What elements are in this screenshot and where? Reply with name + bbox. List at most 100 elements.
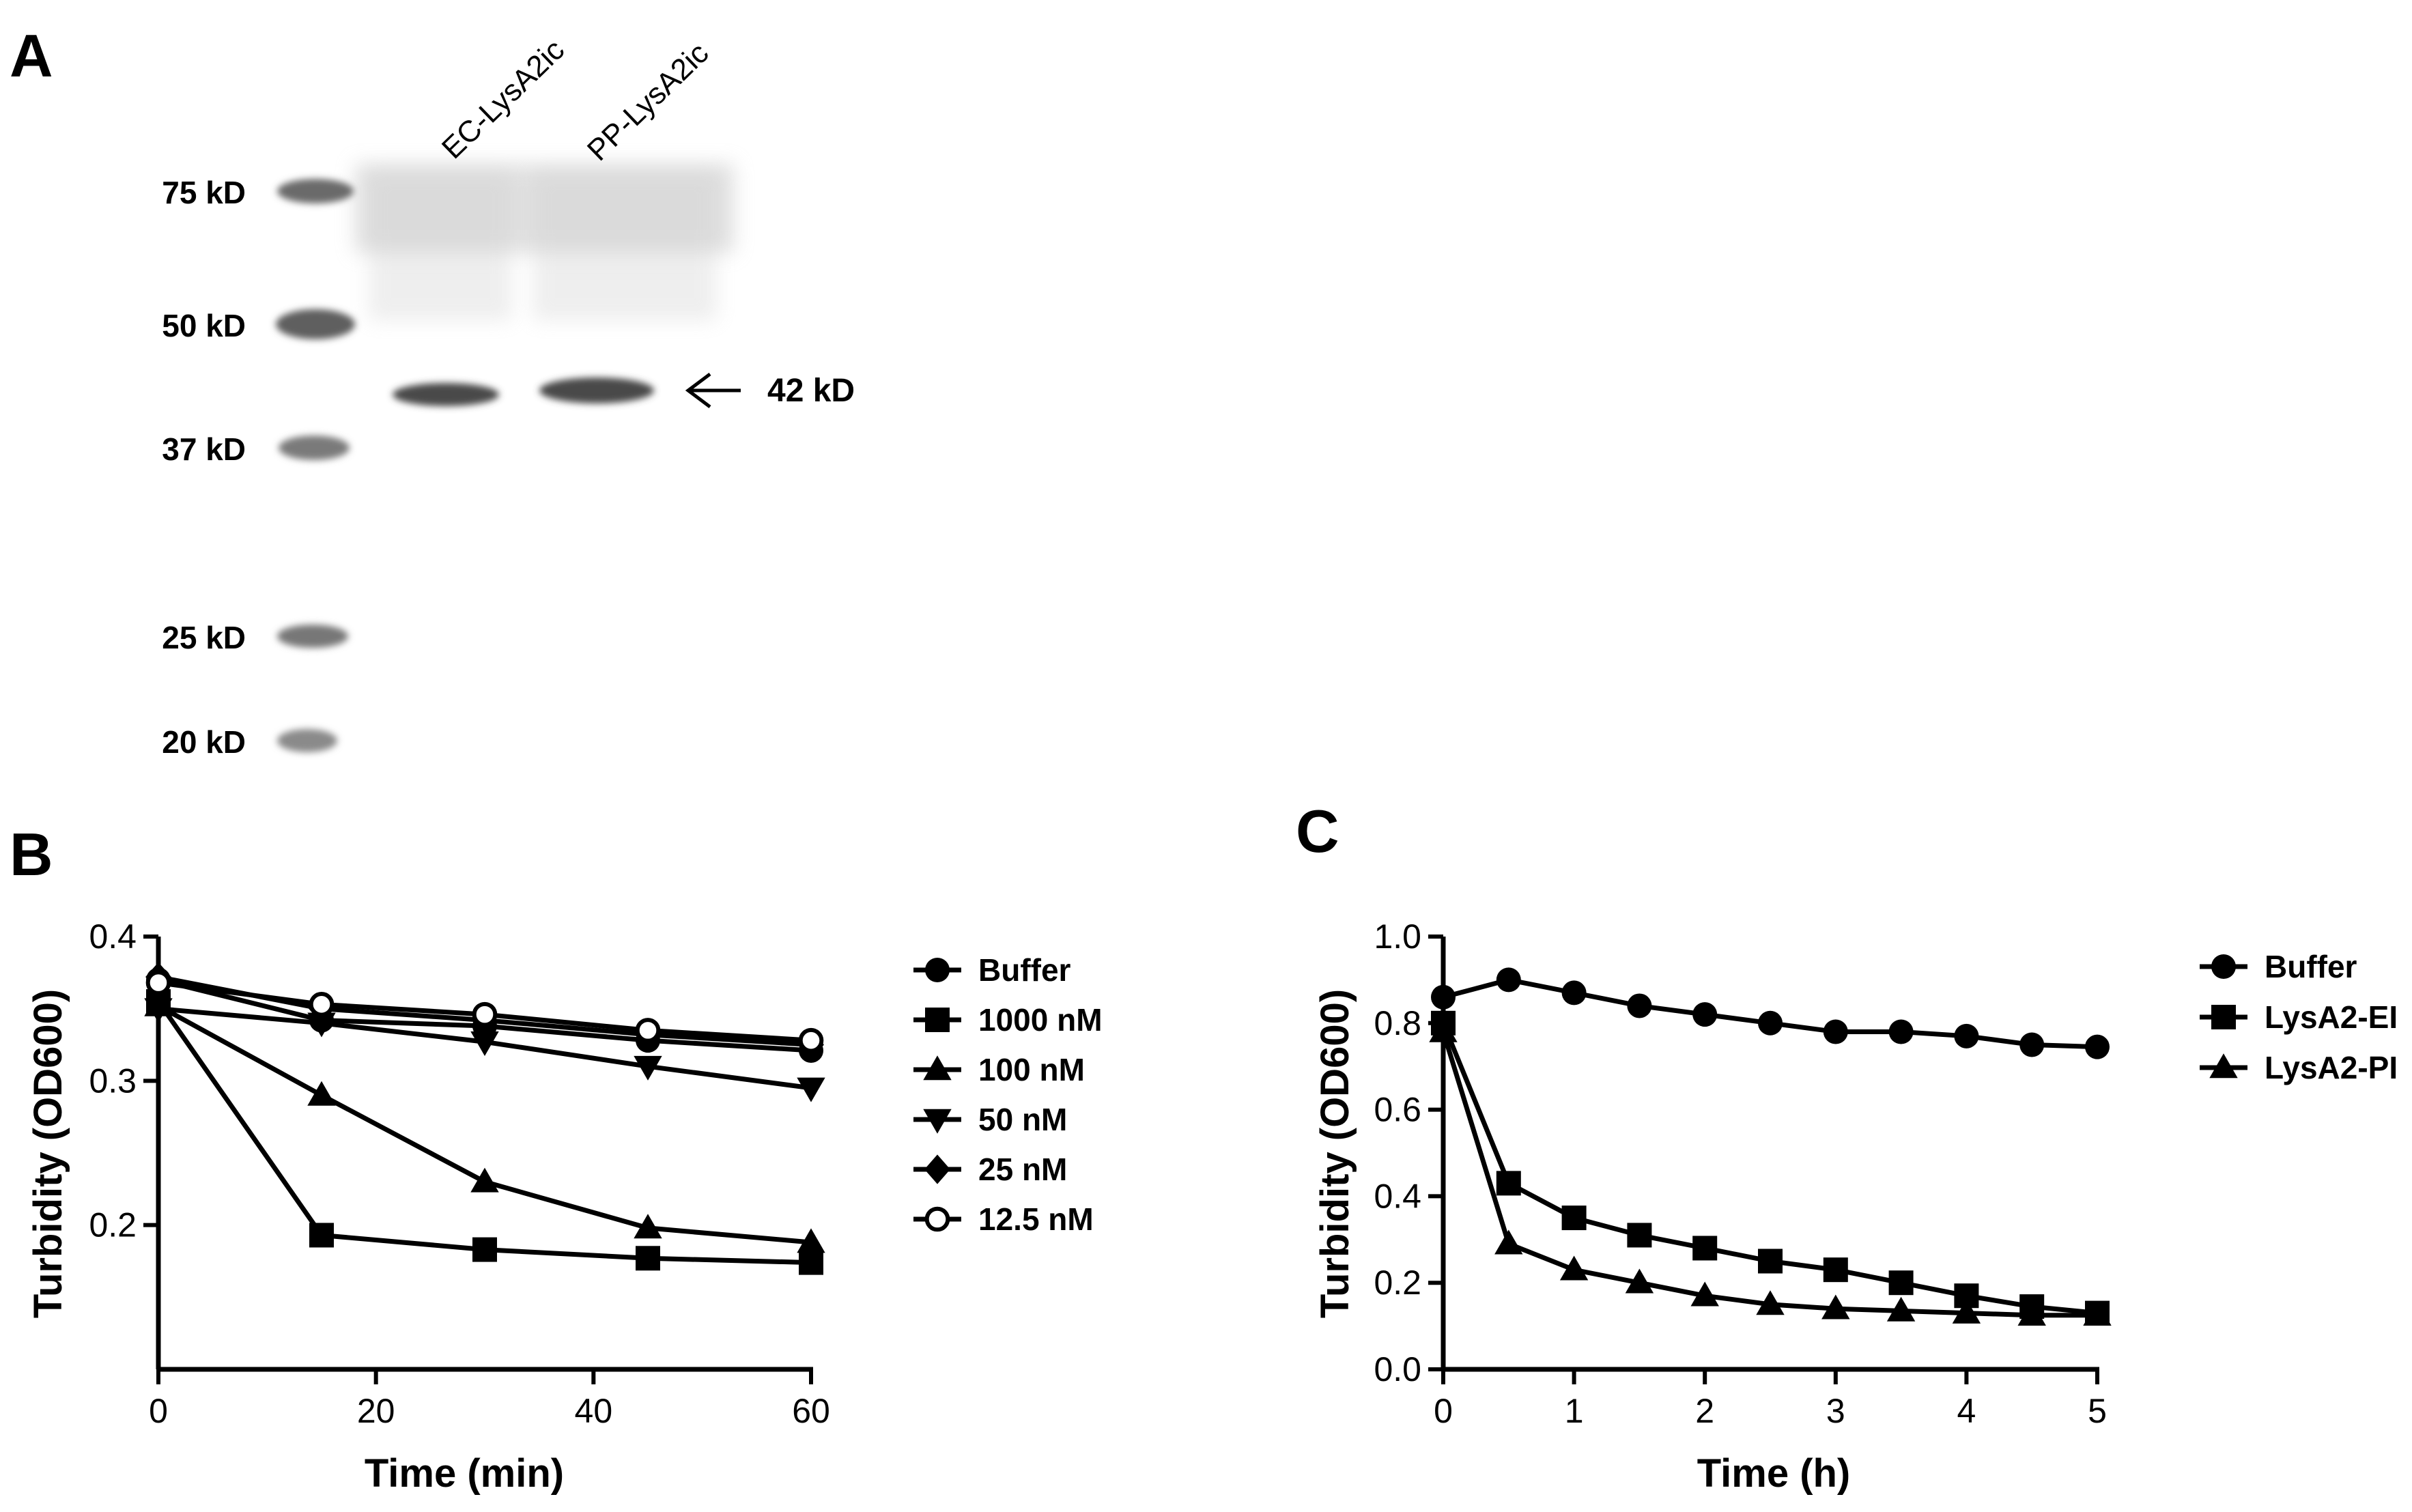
panel-b-x-axis-title: Time (min)	[365, 1451, 564, 1496]
c-legend-label: Buffer	[2265, 949, 2357, 984]
ladder-band-75	[277, 179, 354, 203]
panel-c-axes	[1428, 935, 2099, 1384]
b-legend-label: 100 nM	[978, 1052, 1085, 1087]
c-point-lysa2-ei	[1823, 1257, 1848, 1283]
c-point-lysa2-pi	[2017, 1301, 2046, 1326]
c-point-lysa2-pi	[1494, 1229, 1523, 1255]
marker-label-20: 20 kD	[162, 724, 246, 760]
c-y-tick-label: 0.8	[1374, 1004, 1421, 1042]
b-series-50-nm	[144, 998, 825, 1102]
panel-b: B 0 20 40 60 0.2 0.3 0.4 Time (min) Turbidity …	[10, 821, 1103, 1496]
b-point-1000-nm	[799, 1250, 823, 1275]
marker-label-50: 50 kD	[162, 308, 246, 343]
b-x-tick-label: 40	[575, 1392, 613, 1430]
lane-label-pp: PP-LysA2ic	[581, 36, 715, 167]
c-series-buffer	[1431, 967, 2110, 1059]
arrow-icon	[685, 373, 741, 408]
c-point-buffer	[2085, 1034, 2110, 1059]
b-legend-item: 25 nM	[913, 1152, 1067, 1187]
c-legend-item: Buffer	[2200, 949, 2357, 984]
c-point-lysa2-ei	[1496, 1171, 1521, 1196]
ladder-band-20	[277, 729, 337, 752]
c-x-tick-label: 3	[1826, 1392, 1845, 1430]
lane-label-ec: EC-LysA2ic	[436, 33, 571, 165]
b-legend-marker	[923, 1109, 952, 1134]
b-point-1000-nm	[472, 1237, 497, 1262]
c-point-buffer	[1692, 1002, 1718, 1027]
panel-b-tick-labels: 0 20 40 60 0.2 0.3 0.4	[89, 917, 829, 1430]
b-legend-item: Buffer	[913, 952, 1071, 988]
c-point-lysa2-pi	[1886, 1296, 1916, 1322]
panel-b-letter: B	[10, 821, 53, 888]
b-x-tick-label: 60	[792, 1392, 830, 1430]
band-ec-lysa2ic	[393, 383, 499, 406]
c-point-buffer	[1888, 1019, 1914, 1044]
b-point-50-nm	[470, 1031, 499, 1056]
panel-b-legend: Buffer 1000 nM 100 nM 50 nM 25 nM 12.5 nM	[913, 952, 1103, 1237]
b-point-100-nm	[307, 1081, 336, 1106]
b-point-50-nm	[144, 998, 173, 1023]
b-series-12-5-nm	[145, 970, 824, 1053]
panel-a: A 75 kD 50 kD 37 kD 25 kD 20 kD EC-LysA2…	[10, 22, 855, 760]
b-legend-item: 100 nM	[913, 1052, 1085, 1087]
c-legend-item: LysA2-EI	[2200, 999, 2398, 1035]
c-point-lysa2-pi	[1690, 1281, 1719, 1307]
c-series-lysa2-ei	[1431, 1010, 2110, 1326]
band-size-label: 42 kD	[767, 373, 855, 409]
b-legend-marker	[923, 1055, 952, 1081]
c-point-buffer	[1431, 984, 1456, 1010]
c-point-lysa2-ei	[1758, 1249, 1783, 1274]
b-point-1000-nm	[636, 1246, 660, 1271]
c-y-tick-label: 0.0	[1374, 1350, 1421, 1388]
ladder-band-50	[276, 309, 355, 339]
panel-b-axes	[143, 935, 813, 1384]
c-legend-marker	[2211, 1005, 2236, 1029]
c-point-lysa2-pi	[1952, 1298, 1981, 1324]
b-point-12-5-nm	[472, 1001, 498, 1027]
b-point-1000-nm	[309, 1223, 334, 1248]
c-y-tick-label: 0.2	[1374, 1264, 1421, 1302]
c-legend-label: LysA2-EI	[2265, 999, 2398, 1035]
panel-c-legend: Buffer LysA2-EI LysA2-PI	[2200, 949, 2398, 1085]
gel-background	[355, 164, 734, 321]
b-legend-label: 25 nM	[978, 1152, 1067, 1187]
c-point-lysa2-pi	[1625, 1268, 1654, 1294]
c-series-lysa2-pi	[1429, 1017, 2112, 1326]
c-point-buffer	[1954, 1023, 1979, 1049]
c-x-tick-label: 4	[1957, 1392, 1976, 1430]
c-x-tick-label: 1	[1565, 1392, 1584, 1430]
b-legend-marker	[924, 1154, 950, 1184]
b-point-100-nm	[797, 1228, 825, 1253]
panel-c-series	[1429, 967, 2112, 1326]
panel-c-x-axis-title: Time (h)	[1697, 1451, 1851, 1496]
c-point-buffer	[1561, 980, 1587, 1005]
panel-b-series	[144, 962, 825, 1275]
panel-a-letter: A	[10, 22, 53, 89]
c-point-lysa2-pi	[2083, 1301, 2112, 1326]
b-legend-marker	[925, 1008, 950, 1032]
b-point-50-nm	[307, 1012, 336, 1038]
b-legend-item: 50 nM	[913, 1102, 1067, 1137]
panel-c-letter: C	[1296, 797, 1339, 865]
ladder-band-25	[277, 625, 348, 648]
b-legend-marker	[924, 1206, 950, 1232]
c-legend-label: LysA2-PI	[2265, 1050, 2398, 1085]
c-point-lysa2-pi	[1756, 1290, 1785, 1315]
c-legend-item: LysA2-PI	[2200, 1050, 2398, 1085]
marker-label-37: 37 kD	[162, 431, 246, 467]
b-legend-item: 1000 nM	[913, 1002, 1103, 1038]
b-point-12-5-nm	[145, 970, 171, 995]
c-x-tick-label: 0	[1434, 1392, 1453, 1430]
b-point-50-nm	[634, 1055, 662, 1081]
panel-c-tick-labels: 0 1 2 3 4 5 0.0 0.2 0.4 0.6 0.8 1.0	[1374, 917, 2106, 1430]
b-point-12-5-nm	[309, 992, 335, 1017]
b-x-tick-label: 20	[357, 1392, 395, 1430]
c-x-tick-label: 5	[2088, 1392, 2107, 1430]
marker-label-25: 25 kD	[162, 620, 246, 655]
ladder-band-37	[279, 436, 350, 460]
c-point-lysa2-ei	[1888, 1270, 1914, 1296]
b-legend-label: 1000 nM	[978, 1002, 1103, 1038]
c-point-lysa2-ei	[1627, 1223, 1652, 1248]
b-y-tick-label: 0.2	[89, 1206, 137, 1244]
